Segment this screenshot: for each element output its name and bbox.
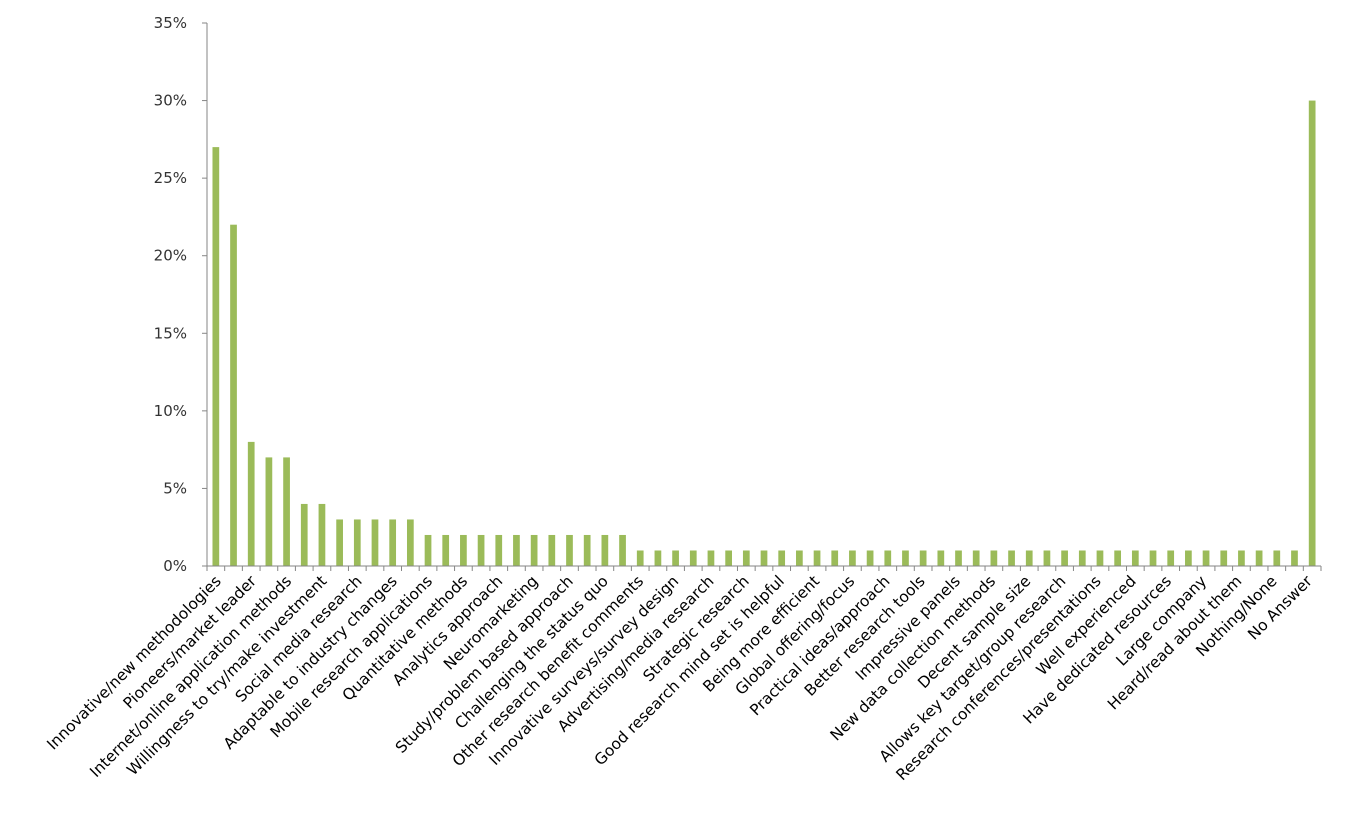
bar [353,519,361,566]
y-tick-label: 30% [154,92,187,110]
bar [318,503,326,566]
bar [548,534,556,566]
bar [1114,550,1122,566]
bar [336,519,343,566]
bar [1131,550,1139,566]
bar [796,550,803,566]
bar [972,550,980,566]
bar [265,457,273,566]
bar [389,519,397,566]
y-tick-label: 0% [163,557,187,575]
y-tick-label: 25% [154,169,187,187]
bar [442,534,450,566]
bar [1043,550,1051,566]
bar [1220,550,1228,566]
bar [424,534,432,566]
bar [619,534,626,566]
bar [371,519,379,566]
bar [902,550,909,566]
bar [955,550,962,566]
bar [919,550,927,566]
bar [1238,550,1245,566]
bar [636,550,644,566]
bar [760,550,768,566]
bar [495,534,503,566]
bar [725,550,732,566]
bars [212,100,1316,567]
bar [477,534,485,566]
y-tick-label: 15% [154,324,187,342]
bar [1291,550,1298,566]
bar [1167,550,1175,566]
bar [1308,100,1316,566]
bar [1025,550,1033,566]
bar [1185,550,1192,566]
y-tick-label: 20% [154,247,187,265]
bar [406,519,414,566]
x-axis [206,565,1322,571]
bar [1078,550,1086,566]
bar [1061,550,1068,566]
bar [813,550,821,566]
bar [990,550,998,566]
y-axis: 0% 5% 10% 15% 20% 25% 30% 35% [154,14,208,575]
bar [654,550,662,566]
bar [1255,550,1263,566]
bar [849,550,856,566]
bar [937,550,945,566]
bar [460,534,467,566]
bar [230,224,237,566]
bar [212,147,220,567]
bar [1273,550,1281,566]
bar [583,534,591,566]
y-tick-label: 5% [163,479,187,497]
bar [1202,550,1210,566]
bar [530,534,538,566]
bar [283,457,290,566]
bar [707,550,715,566]
bar [672,550,679,566]
category-labels: Innovative/new methodologiesPioneers/mar… [43,572,1316,784]
bar [300,503,308,566]
bar [566,534,573,566]
y-tick-label: 10% [154,402,187,420]
bar [689,550,697,566]
bar [513,534,520,566]
bar [778,550,786,566]
bar [601,534,609,566]
y-tick-label: 35% [154,14,187,32]
bar [742,550,750,566]
bar [1149,550,1157,566]
bar [1008,550,1015,566]
bar [831,550,839,566]
bar [1096,550,1104,566]
bar [247,441,255,566]
bar [884,550,892,566]
bar [866,550,874,566]
